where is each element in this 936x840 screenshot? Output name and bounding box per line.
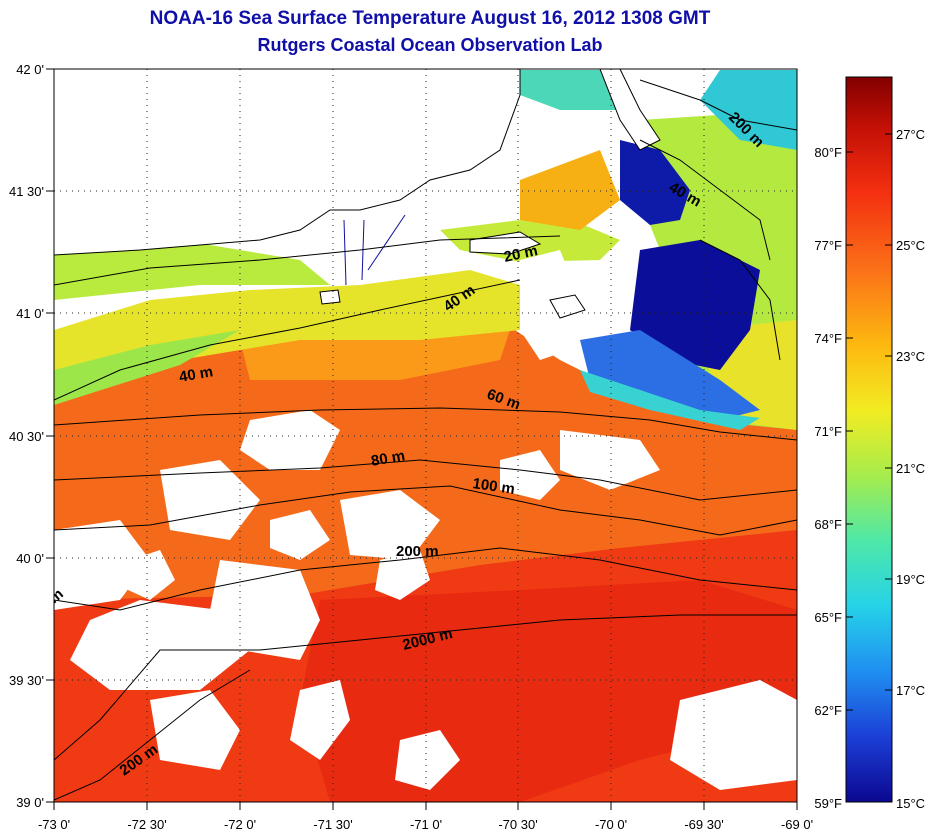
- colorbar-c-label: 25°C: [896, 238, 925, 253]
- colorbar-f-label: 68°F: [814, 517, 842, 532]
- colorbar-f-label: 71°F: [814, 424, 842, 439]
- lat-tick-label: 42 0': [16, 62, 44, 77]
- lon-tick-label: -72 30': [127, 817, 166, 832]
- sst-nearshore-yellow: [54, 270, 520, 395]
- colorbar-f-label: 59°F: [814, 796, 842, 811]
- graticule: [54, 69, 797, 802]
- map-subtitle: Rutgers Coastal Ocean Observation Lab: [257, 35, 603, 55]
- colorbar: 80°F 77°F 74°F 71°F 68°F 65°F 62°F 59°F …: [814, 76, 925, 811]
- lon-tick-label: -71 30': [313, 817, 352, 832]
- lat-tick-label: 39 0': [16, 795, 44, 810]
- sst-cyan-strip: [580, 370, 760, 430]
- lat-tick-label: 39 30': [9, 673, 44, 688]
- lat-tick-label: 40 0': [16, 551, 44, 566]
- lon-tick-label: -72 0': [224, 817, 256, 832]
- frame-ticks: [46, 68, 798, 810]
- sst-cold-fringe: [580, 330, 760, 420]
- depth-label-100m: 100 m: [471, 475, 515, 498]
- block-island: [319, 289, 341, 305]
- depth-label-40m-west: 40 m: [178, 363, 215, 386]
- colorbar-c-label: 23°C: [896, 349, 925, 364]
- lat-tick-label: 41 30': [9, 184, 44, 199]
- colorbar-f-label: 80°F: [814, 145, 842, 160]
- colorbar-gradient: [845, 76, 893, 803]
- depth-label-200m: 200 m: [396, 543, 439, 560]
- colorbar-c-label: 15°C: [896, 796, 925, 811]
- colorbar-f-label: 65°F: [814, 610, 842, 625]
- lon-tick-label: -73 0': [38, 817, 70, 832]
- depth-label-20m: 20 m: [502, 242, 539, 266]
- nantucket: [549, 294, 586, 319]
- map-title: NOAA-16 Sea Surface Temperature August 1…: [149, 8, 711, 29]
- colorbar-f-label: 77°F: [814, 238, 842, 253]
- lon-tick-label: -70 30': [498, 817, 537, 832]
- colorbar-c-label: 19°C: [896, 572, 925, 587]
- lon-tick-label: -70 0': [595, 817, 627, 832]
- colorbar-f-label: 62°F: [814, 703, 842, 718]
- colorbar-c-label: 27°C: [896, 127, 925, 142]
- southern-new-england: [54, 69, 521, 256]
- lon-tick-label: -69 30': [684, 817, 723, 832]
- lon-tick-label: -69 0': [781, 817, 813, 832]
- lat-tick-label: 40 30': [9, 429, 44, 444]
- sst-cold-north: [620, 140, 690, 225]
- sst-cyan-north-east: [700, 70, 797, 150]
- sst-nearshore-green: [54, 240, 330, 300]
- lat-tick-label: 41 0': [16, 306, 44, 321]
- sst-imagery: 20 m 40 m 40 m 40 m 60 m 80 m 100 m 200 …: [54, 69, 797, 802]
- sst-cold-south: [630, 240, 760, 370]
- sst-shelf-yellow: [520, 150, 620, 230]
- colorbar-f-ticks: [846, 133, 892, 711]
- depth-label-80m: 80 m: [370, 447, 407, 470]
- colorbar-f-label: 74°F: [814, 331, 842, 346]
- colorbar-c-label: 17°C: [896, 683, 925, 698]
- colorbar-c-label: 21°C: [896, 461, 925, 476]
- cape-cod: [599, 69, 661, 151]
- sst-cyan-north: [520, 70, 620, 110]
- sst-coast-green: [54, 330, 240, 405]
- bathymetry-contours: [54, 79, 797, 801]
- lon-tick-label: -71 0': [410, 817, 442, 832]
